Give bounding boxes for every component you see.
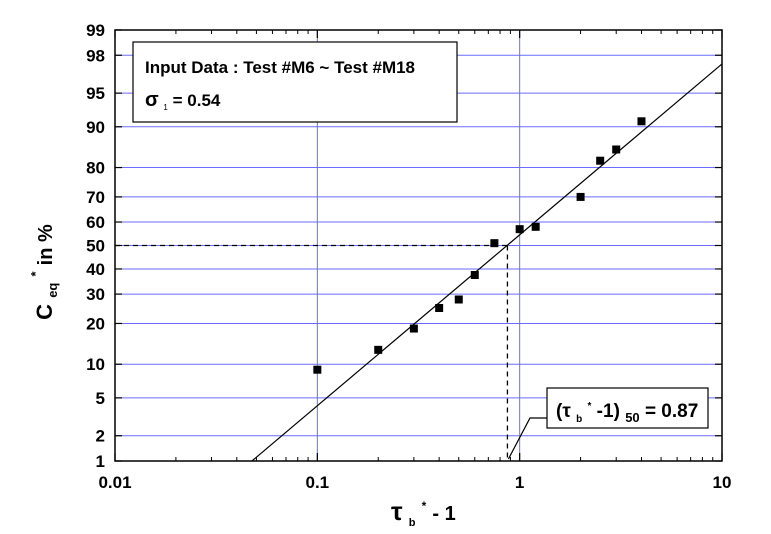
sigma-label: σ 1 = 0.54 <box>145 89 221 114</box>
info-box-line1: Input Data : Test #M6 ~ Test #M18 <box>145 58 415 77</box>
x-tick-label: 1 <box>515 473 524 492</box>
annotation-leader-line <box>507 417 547 460</box>
y-tick-label: 90 <box>86 118 105 137</box>
data-point <box>531 222 540 231</box>
data-point <box>454 295 463 304</box>
sigma-value: = 0.54 <box>173 91 221 110</box>
annotation-sub-50: 50 <box>625 410 639 425</box>
y-title-sup: * <box>28 271 43 277</box>
data-point <box>470 271 479 280</box>
annotation-text: (τ b * -1) 50 = 0.87 <box>556 393 698 427</box>
x-tick-label: 10 <box>713 473 732 492</box>
annotation-value: = 0.87 <box>645 401 698 422</box>
y-tick-label: 95 <box>86 84 105 103</box>
y-title-rest: in % <box>35 224 57 265</box>
x-tick-label: 0.1 <box>306 473 330 492</box>
sigma-subscript: 1 <box>163 103 168 112</box>
data-point <box>612 145 621 154</box>
y-tick-label: 5 <box>96 389 105 408</box>
y-tick-label: 80 <box>86 159 105 178</box>
y-tick-label: 10 <box>86 355 105 374</box>
data-point <box>515 225 524 234</box>
axis-ticks <box>114 29 723 462</box>
sigma-symbol: σ <box>145 89 159 111</box>
data-points <box>313 117 646 374</box>
y-tick-label: 60 <box>86 213 105 232</box>
y-tick-labels: 1 2 5 10 20 30 40 50 60 70 80 90 95 98 99 <box>86 21 105 471</box>
x-title-sub: b <box>409 517 416 529</box>
y-tick-label: 2 <box>96 427 105 446</box>
y-tick-label: 70 <box>86 188 105 207</box>
x-title-sup: * <box>422 499 427 513</box>
y-title-main: C <box>32 304 57 320</box>
fit-line <box>251 63 723 462</box>
y-tick-label: 98 <box>86 46 105 65</box>
data-point <box>435 303 444 312</box>
reference-dashed-lines <box>115 244 509 461</box>
x50-annotation: (τ b * -1) 50 = 0.87 <box>507 387 709 460</box>
data-point <box>313 365 322 374</box>
x-tick-label: 0.01 <box>98 473 131 492</box>
info-box: Input Data : Test #M6 ~ Test #M18 σ 1 = … <box>132 41 458 123</box>
y-tick-label: 20 <box>86 314 105 333</box>
data-point <box>409 324 418 333</box>
y-title-sub: eq <box>45 283 60 298</box>
data-point <box>637 117 646 126</box>
data-point <box>576 192 585 201</box>
x-title-rest: - 1 <box>432 503 455 525</box>
annotation-sup-star: * <box>587 401 591 412</box>
annotation-prefix: (τ <box>556 401 571 422</box>
x-axis-title: τ b * - 1 <box>391 490 456 531</box>
annotation-sub-b: b <box>576 414 582 425</box>
data-point <box>596 156 605 165</box>
y-axis-title: C eq * in % <box>20 224 62 320</box>
y-tick-label: 40 <box>86 260 105 279</box>
annotation-mid: -1) <box>597 401 620 422</box>
data-point <box>374 345 383 354</box>
x-title-main: τ <box>391 496 403 526</box>
info-box-frame <box>132 41 458 123</box>
y-tick-label: 1 <box>96 452 105 471</box>
annotation-box <box>546 387 709 429</box>
y-tick-label: 30 <box>86 285 105 304</box>
y-tick-label: 50 <box>86 237 105 256</box>
y-tick-label: 99 <box>86 21 105 40</box>
x-tick-labels: 0.01 0.1 1 10 <box>98 473 731 492</box>
data-point <box>490 239 499 248</box>
